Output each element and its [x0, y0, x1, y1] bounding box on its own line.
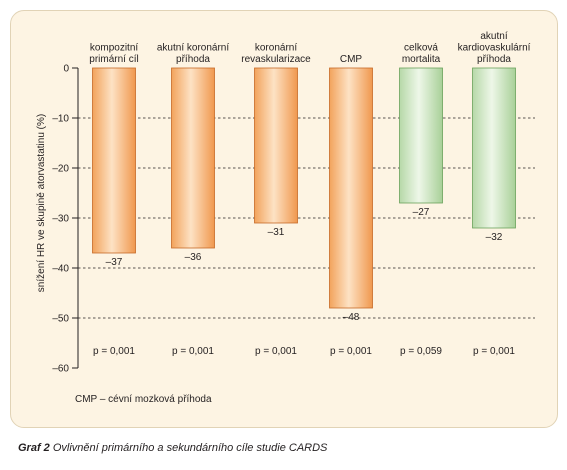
bar: [472, 67, 516, 229]
y-tick-label: –50: [52, 314, 69, 325]
y-tick-label: –40: [52, 264, 69, 275]
figure-caption: Graf 2 Ovlivnění primárního a sekundární…: [18, 442, 327, 454]
p-value-label: p = 0,001: [255, 346, 297, 357]
y-tick-label: –30: [52, 214, 69, 225]
p-value-label: p = 0,001: [330, 346, 372, 357]
category-label: koronární: [255, 43, 297, 54]
category-label: revaskularizace: [241, 54, 311, 65]
caption-label: Graf 2: [18, 442, 50, 454]
y-tick-label: –10: [52, 114, 69, 125]
bar: [399, 67, 443, 204]
category-label: příhoda: [477, 54, 511, 65]
category-label: primární cíl: [89, 54, 138, 65]
abbreviation-note: CMP – cévní mozková příhoda: [75, 394, 212, 405]
category-label: akutní: [480, 31, 507, 42]
value-label: –31: [268, 227, 285, 238]
value-label: –36: [185, 252, 202, 263]
y-tick-label: –20: [52, 164, 69, 175]
value-label: –27: [413, 207, 430, 218]
p-value-label: p = 0,001: [172, 346, 214, 357]
value-label: –48: [343, 312, 360, 323]
category-label: kardiovaskulární: [458, 43, 531, 54]
caption-text: Ovlivnění primárního a sekundárního cíle…: [52, 442, 328, 454]
bar: [329, 67, 373, 309]
bar: [92, 67, 136, 254]
y-tick-label: 0: [63, 64, 69, 75]
y-axis-label: snížení HR ve skupině atorvastatinu (%): [36, 114, 47, 292]
category-label: akutní koronární: [157, 43, 229, 54]
p-value-label: p = 0,001: [473, 346, 515, 357]
y-tick-label: –60: [52, 364, 69, 375]
p-value-label: p = 0,001: [93, 346, 135, 357]
bar: [254, 67, 298, 224]
category-label: celková: [404, 43, 438, 54]
category-label: příhoda: [176, 54, 210, 65]
category-label: CMP: [340, 54, 363, 65]
p-value-label: p = 0,059: [400, 346, 442, 357]
value-label: –37: [106, 257, 123, 268]
category-label: kompozitní: [90, 43, 139, 54]
value-label: –32: [486, 232, 503, 243]
category-label: mortalita: [402, 54, 441, 65]
bar: [171, 67, 215, 249]
